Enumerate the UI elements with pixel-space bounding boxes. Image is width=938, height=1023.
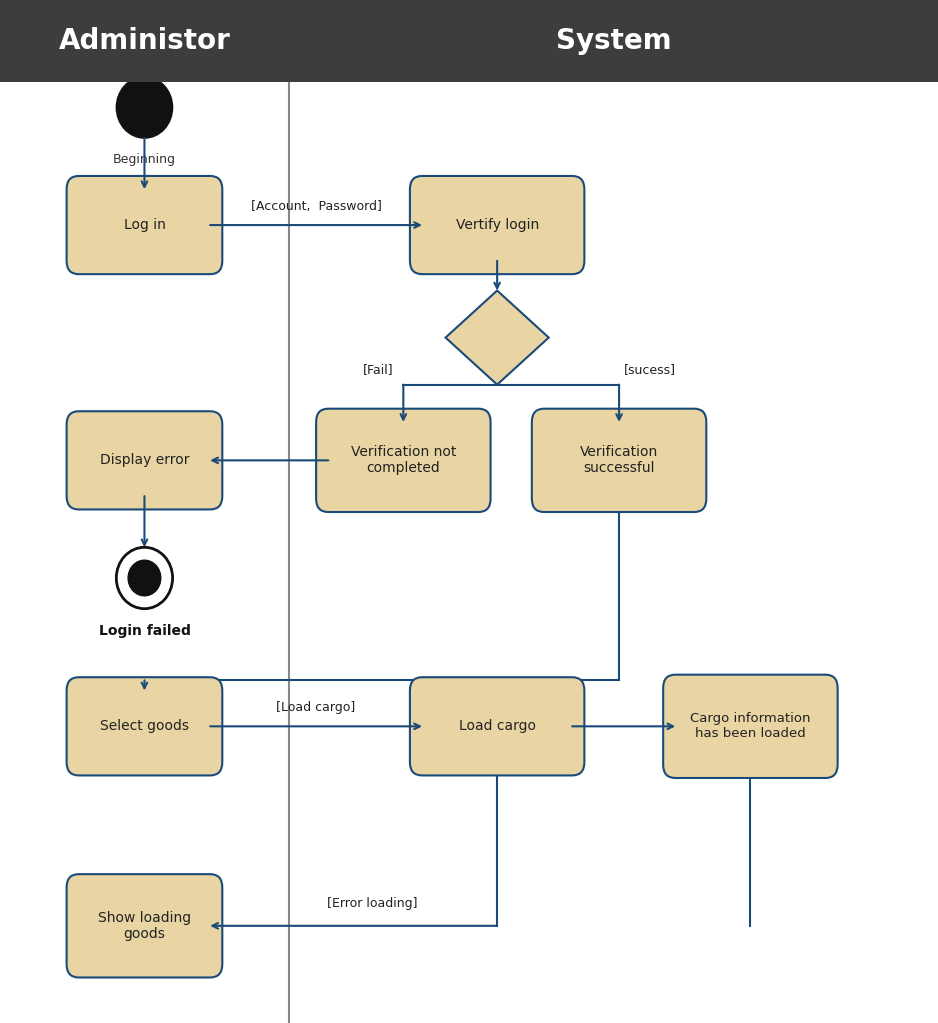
FancyBboxPatch shape [316, 408, 491, 512]
Text: Administor: Administor [58, 27, 231, 55]
Bar [0, 0, 938, 82]
FancyBboxPatch shape [67, 874, 222, 978]
Text: Select goods: Select goods [100, 719, 189, 733]
FancyBboxPatch shape [532, 408, 706, 512]
FancyBboxPatch shape [67, 677, 222, 775]
Text: Vertify login: Vertify login [456, 218, 538, 232]
Polygon shape [446, 291, 549, 385]
Text: Show loading
goods: Show loading goods [98, 910, 191, 941]
Text: Cargo information
has been loaded: Cargo information has been loaded [690, 712, 810, 741]
Text: System: System [555, 27, 672, 55]
FancyBboxPatch shape [410, 677, 584, 775]
Circle shape [116, 547, 173, 609]
Text: [sucess]: [sucess] [624, 363, 675, 376]
FancyBboxPatch shape [67, 411, 222, 509]
Text: Log in: Log in [124, 218, 165, 232]
FancyBboxPatch shape [67, 176, 222, 274]
Text: Load cargo: Load cargo [459, 719, 536, 733]
FancyBboxPatch shape [663, 675, 838, 777]
Text: [Account,  Password]: [Account, Password] [250, 199, 382, 213]
Text: [Error loading]: [Error loading] [327, 897, 417, 910]
Text: Verification not
completed: Verification not completed [351, 445, 456, 476]
Text: [Fail]: [Fail] [363, 363, 394, 376]
Text: Login failed: Login failed [98, 624, 190, 638]
Text: Beginning: Beginning [113, 153, 176, 167]
Text: Display error: Display error [99, 453, 189, 468]
FancyBboxPatch shape [410, 176, 584, 274]
Circle shape [129, 561, 160, 595]
Text: [Load cargo]: [Load cargo] [277, 701, 356, 714]
Circle shape [116, 77, 173, 138]
Text: Verification
successful: Verification successful [580, 445, 658, 476]
